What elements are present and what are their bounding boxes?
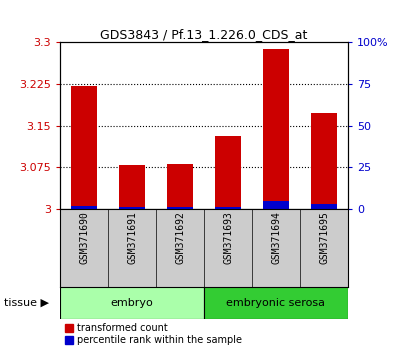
Bar <box>204 287 348 319</box>
Text: embryo: embryo <box>111 298 153 308</box>
Text: GSM371694: GSM371694 <box>271 211 281 264</box>
Text: GSM371695: GSM371695 <box>319 211 329 264</box>
Bar <box>60 287 204 319</box>
Bar <box>167 207 193 209</box>
Bar <box>71 206 97 209</box>
Bar <box>215 207 241 209</box>
Text: GSM371691: GSM371691 <box>127 211 137 264</box>
Bar <box>311 204 337 209</box>
Bar <box>263 201 289 209</box>
Bar <box>71 86 97 209</box>
Bar <box>215 136 241 209</box>
Bar <box>263 48 289 209</box>
Bar <box>311 114 337 209</box>
Text: tissue ▶: tissue ▶ <box>4 298 49 308</box>
Bar <box>119 207 145 209</box>
Text: embryonic serosa: embryonic serosa <box>226 298 326 308</box>
Bar <box>167 164 193 209</box>
Text: GSM371692: GSM371692 <box>175 211 185 264</box>
Legend: transformed count, percentile rank within the sample: transformed count, percentile rank withi… <box>65 324 242 346</box>
Title: GDS3843 / Pf.13_1.226.0_CDS_at: GDS3843 / Pf.13_1.226.0_CDS_at <box>100 28 308 41</box>
Text: GSM371690: GSM371690 <box>79 211 89 264</box>
Text: GSM371693: GSM371693 <box>223 211 233 264</box>
Bar <box>119 165 145 209</box>
